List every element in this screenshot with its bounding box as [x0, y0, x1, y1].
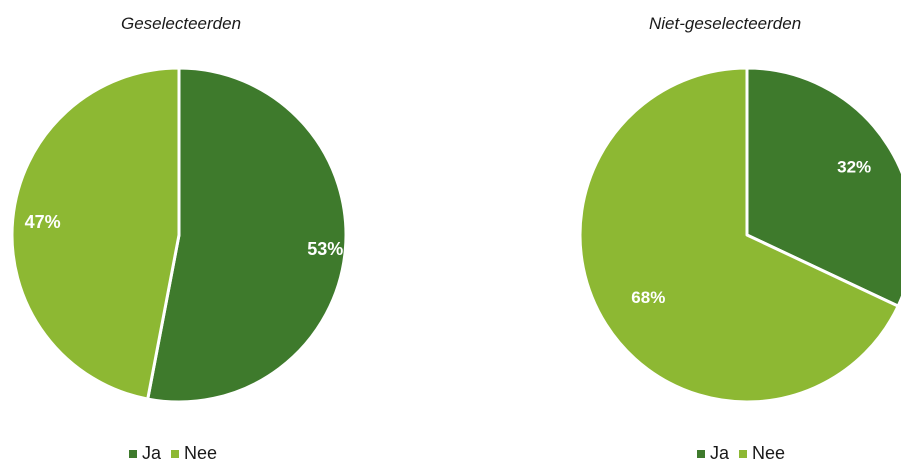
legend-item-nee: Nee	[171, 443, 217, 464]
pie-slice-ja	[745, 66, 901, 308]
legend-swatch-nee	[171, 449, 180, 458]
legend-item-nee: Nee	[739, 443, 785, 464]
legend-niet-geselecteerden: Ja Nee	[697, 443, 795, 464]
pie-slice-nee	[578, 66, 900, 404]
chart-title-geselecteerden: Geselecteerden	[121, 14, 242, 33]
pie-slice-nee	[10, 66, 181, 401]
chart-title-niet-geselecteerden: Niet-geselecteerden	[649, 14, 802, 33]
pie-slice-ja	[146, 66, 348, 404]
slice-value-label-nee: 47%	[25, 212, 61, 232]
pie-chart-niet-geselecteerden: 32% 68%	[578, 66, 901, 404]
legend-item-ja: Ja	[129, 443, 161, 464]
legend-swatch-nee	[739, 449, 748, 458]
pie-charts-canvas: 53% 47% 32% 68%	[10, 66, 901, 404]
legend-label-ja: Ja	[710, 443, 730, 463]
legend-swatch-ja	[697, 449, 705, 458]
legend-label-ja: Ja	[142, 443, 162, 463]
legend-label-nee: Nee	[752, 443, 786, 463]
legend-geselecteerden: Ja Nee	[129, 443, 227, 464]
pie-chart-geselecteerden: 53% 47%	[10, 66, 348, 404]
slice-value-label-ja: 32%	[837, 157, 871, 176]
slice-value-label-ja: 53%	[307, 239, 343, 259]
slice-value-label-nee: 68%	[631, 288, 665, 307]
legend-swatch-ja	[129, 449, 137, 458]
legend-label-nee: Nee	[184, 443, 218, 463]
legend-item-ja: Ja	[697, 443, 729, 464]
